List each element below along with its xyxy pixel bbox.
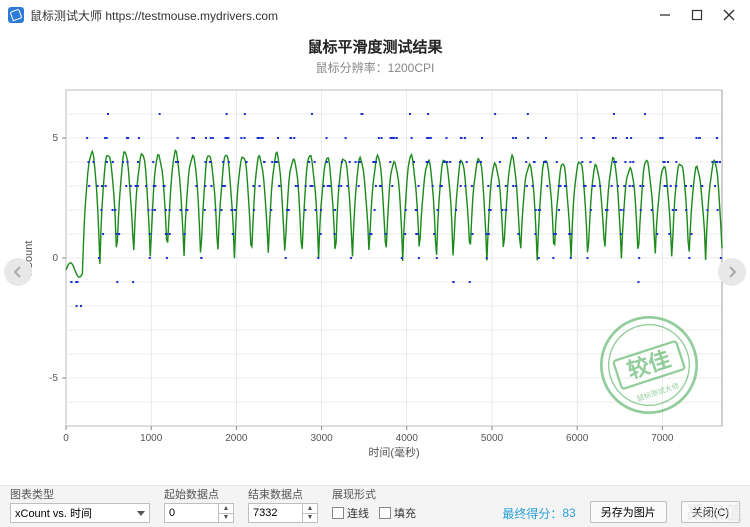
svg-text:2000: 2000 (225, 433, 248, 444)
chart-plot: -50501000200030004000500060007000时间(毫秒)x… (18, 82, 732, 462)
chart-type-label: 图表类型 (10, 486, 150, 502)
prev-button[interactable] (4, 258, 32, 286)
display-style-label: 展现形式 (332, 486, 416, 502)
final-score: 最终得分： 83 (502, 503, 575, 523)
svg-text:时间(毫秒): 时间(毫秒) (368, 445, 419, 459)
start-point-value: 0 (169, 507, 175, 519)
chart-title: 鼠标平滑度测试结果 (18, 36, 732, 57)
save-image-button[interactable]: 另存为图片 (590, 501, 667, 523)
end-point-input[interactable]: 7332 ▲▼ (248, 503, 318, 523)
spin-up-icon[interactable]: ▲ (303, 504, 317, 514)
checkbox-fill[interactable]: 填充 (379, 505, 416, 521)
start-point-group: 起始数据点 0 ▲▼ (164, 486, 234, 523)
svg-text:4000: 4000 (396, 433, 419, 444)
svg-text:0: 0 (52, 253, 58, 264)
maximize-button[interactable] (690, 8, 704, 22)
close-dialog-button[interactable]: 关闭(C) (681, 501, 740, 523)
window-controls (658, 8, 742, 22)
end-point-group: 结束数据点 7332 ▲▼ (248, 486, 318, 523)
svg-text:7000: 7000 (651, 433, 674, 444)
svg-text:5000: 5000 (481, 433, 504, 444)
chart-subtitle: 鼠标分辨率：1200CPI (18, 59, 732, 76)
chart-type-select[interactable]: xCount vs. 时间 (10, 503, 150, 523)
svg-text:3000: 3000 (310, 433, 333, 444)
svg-text:5: 5 (52, 133, 58, 144)
end-point-label: 结束数据点 (248, 486, 318, 502)
titlebar: 鼠标测试大师 https://testmouse.mydrivers.com (0, 0, 750, 30)
start-point-input[interactable]: 0 ▲▼ (164, 503, 234, 523)
start-point-label: 起始数据点 (164, 486, 234, 502)
svg-text:1000: 1000 (140, 433, 163, 444)
spin-down-icon[interactable]: ▼ (303, 514, 317, 523)
window-title: 鼠标测试大师 https://testmouse.mydrivers.com (30, 7, 278, 24)
bottom-toolbar: 图表类型 xCount vs. 时间 起始数据点 0 ▲▼ 结束数据点 7332… (0, 485, 750, 527)
svg-text:6000: 6000 (566, 433, 589, 444)
chart-container: -50501000200030004000500060007000时间(毫秒)x… (18, 82, 732, 462)
spin-down-icon[interactable]: ▼ (219, 514, 233, 523)
spin-up-icon[interactable]: ▲ (219, 504, 233, 514)
content-area: 鼠标平滑度测试结果 鼠标分辨率：1200CPI -5 0 5 0 1000 2000 300… (0, 30, 750, 485)
app-icon (8, 7, 24, 23)
end-point-value: 7332 (253, 507, 277, 519)
chart-type-value: xCount vs. 时间 (15, 505, 92, 521)
next-button[interactable] (718, 258, 746, 286)
svg-text:0: 0 (63, 433, 69, 444)
minimize-button[interactable] (658, 8, 672, 22)
close-button[interactable] (722, 8, 736, 22)
display-style-group: 展现形式 连线 填充 (332, 486, 416, 523)
checkbox-line[interactable]: 连线 (332, 505, 369, 521)
svg-text:-5: -5 (49, 373, 58, 384)
chart-type-group: 图表类型 xCount vs. 时间 (10, 486, 150, 523)
